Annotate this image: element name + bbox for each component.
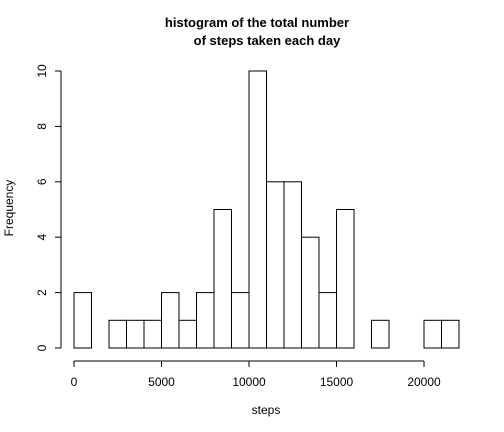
chart-title-line-1: histogram of the total number — [165, 15, 349, 30]
bars-group — [73, 70, 460, 349]
histogram-bar — [196, 292, 215, 349]
y-axis-label: Frequency — [2, 180, 16, 237]
histogram-bar — [441, 319, 460, 349]
histogram-bar — [371, 319, 390, 349]
histogram-bar — [178, 319, 197, 349]
histogram-bar — [318, 292, 337, 349]
y-tick-label: 4 — [35, 234, 49, 241]
x-tick-label: 15000 — [320, 375, 354, 389]
y-ticks-group: 0 2 4 6 8 10 — [35, 64, 61, 351]
x-tick-label: 5000 — [148, 375, 175, 389]
histogram-bar — [283, 181, 302, 349]
histogram-bar — [108, 319, 127, 349]
y-tick-label: 0 — [35, 344, 49, 351]
x-tick-label: 20000 — [407, 375, 441, 389]
y-tick-label: 10 — [35, 64, 49, 78]
x-ticks-group: 0 5000 10000 15000 20000 — [71, 361, 441, 389]
x-tick-label: 10000 — [232, 375, 266, 389]
x-tick-label: 0 — [71, 375, 78, 389]
histogram-bar — [161, 292, 180, 349]
chart-title-line-2: of steps taken each day — [194, 33, 341, 48]
y-tick-label: 8 — [35, 123, 49, 130]
histogram-bar — [301, 236, 320, 349]
histogram-bar — [126, 319, 145, 349]
histogram-bar — [266, 181, 285, 349]
histogram-bar — [336, 209, 355, 349]
y-tick-label: 6 — [35, 178, 49, 185]
x-axis-label: steps — [252, 403, 281, 417]
histogram-bar — [231, 292, 250, 349]
histogram-bar — [213, 209, 232, 349]
histogram-bar — [73, 292, 92, 349]
y-tick-label: 2 — [35, 289, 49, 296]
histogram-bar — [248, 70, 267, 349]
histogram-bar — [143, 319, 162, 349]
histogram-bar — [423, 319, 442, 349]
